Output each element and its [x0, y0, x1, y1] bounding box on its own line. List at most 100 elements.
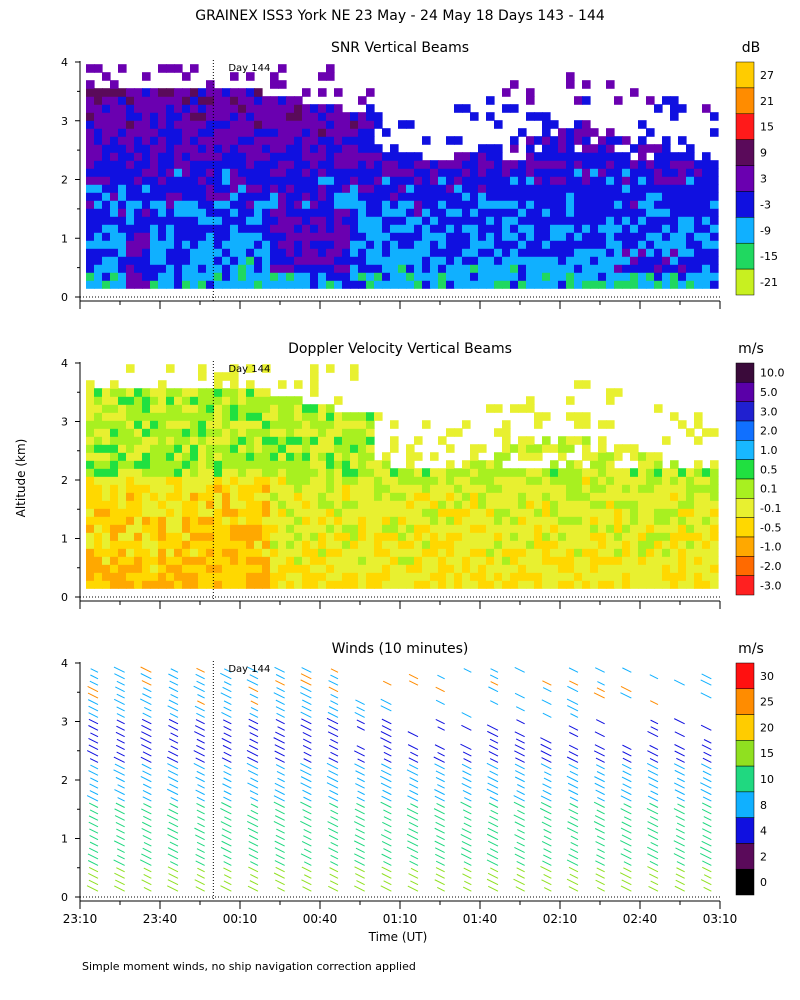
wind-barb — [195, 854, 205, 860]
field-cell — [206, 264, 215, 273]
wind-barb — [88, 744, 99, 751]
field-cell — [350, 492, 359, 501]
wind-barb — [540, 795, 552, 802]
wind-barb — [197, 816, 205, 821]
field-cell — [366, 484, 375, 493]
field-cell — [646, 524, 655, 533]
field-cell — [462, 500, 471, 509]
field-cell — [230, 364, 239, 373]
field-cell — [238, 532, 247, 541]
field-cell — [582, 208, 591, 217]
field-cell — [358, 184, 367, 193]
field-cell — [262, 436, 271, 445]
field-cell — [294, 184, 303, 193]
field-cell — [542, 468, 551, 477]
wind-barb — [326, 762, 339, 770]
field-cell — [94, 256, 103, 265]
field-cell — [110, 240, 119, 249]
field-cell — [222, 572, 231, 581]
wind-barb — [647, 853, 659, 860]
field-cell — [110, 572, 119, 581]
wind-barb — [302, 699, 312, 705]
field-cell — [518, 128, 527, 137]
field-cell — [150, 516, 159, 525]
field-cell — [318, 264, 327, 273]
field-cell — [358, 452, 367, 461]
field-cell — [502, 280, 511, 289]
field-cell — [422, 216, 431, 225]
field-cell — [438, 280, 447, 289]
field-cell — [198, 564, 207, 573]
field-cell — [350, 508, 359, 517]
field-cell — [166, 364, 175, 373]
wind-barb — [167, 879, 179, 886]
field-cell — [86, 136, 95, 145]
field-cell — [222, 224, 231, 233]
field-cell — [446, 428, 455, 437]
wind-barb — [488, 821, 499, 828]
field-cell — [534, 160, 543, 169]
field-cell — [390, 184, 399, 193]
field-cell — [334, 168, 343, 177]
field-cell — [294, 516, 303, 525]
field-cell — [126, 468, 135, 477]
field-cell — [550, 476, 559, 485]
wind-barb — [356, 802, 365, 808]
field-cell — [422, 224, 431, 233]
field-cell — [422, 580, 431, 589]
field-cell — [102, 412, 111, 421]
field-cell — [502, 240, 511, 249]
field-cell — [374, 152, 383, 161]
field-cell — [158, 388, 167, 397]
wind-barb — [596, 764, 605, 770]
wind-barb — [677, 803, 685, 808]
field-cell — [158, 436, 167, 445]
field-cell — [382, 540, 391, 549]
field-cell — [366, 540, 375, 549]
field-cell — [254, 580, 263, 589]
wind-barb — [86, 795, 99, 802]
field-cell — [110, 152, 119, 161]
field-cell — [374, 240, 383, 249]
field-cell — [262, 272, 271, 281]
field-cell — [110, 272, 119, 281]
wind-barb — [302, 731, 312, 738]
wind-barb — [514, 731, 525, 738]
field-cell — [358, 264, 367, 273]
field-cell — [174, 272, 183, 281]
field-cell — [246, 500, 255, 509]
field-cell — [342, 532, 351, 541]
wind-barb — [381, 725, 392, 731]
field-cell — [686, 476, 695, 485]
field-cell — [382, 224, 391, 233]
field-cell — [238, 152, 247, 161]
field-cell — [398, 264, 407, 273]
field-cell — [230, 556, 239, 565]
field-cell — [558, 548, 567, 557]
field-cell — [230, 184, 239, 193]
field-cell — [382, 192, 391, 201]
wind-barb — [277, 777, 285, 783]
field-cell — [542, 144, 551, 153]
field-cell — [462, 492, 471, 501]
field-cell — [294, 444, 303, 453]
field-cell — [102, 524, 111, 533]
field-cell — [710, 548, 719, 557]
field-cell — [118, 516, 127, 525]
wind-barb — [594, 776, 605, 783]
field-cell — [318, 152, 327, 161]
field-cell — [350, 476, 359, 485]
field-cell — [262, 280, 271, 289]
field-cell — [430, 264, 439, 273]
field-cell — [342, 436, 351, 445]
x-tick-label: 01:10 — [383, 912, 418, 926]
field-cell — [518, 160, 527, 169]
field-cell — [398, 280, 407, 289]
field-cell — [150, 224, 159, 233]
wind-barb — [486, 833, 499, 841]
field-cell — [406, 248, 415, 257]
field-cell — [550, 516, 559, 525]
wind-barb — [409, 860, 419, 866]
field-cell — [374, 412, 383, 421]
